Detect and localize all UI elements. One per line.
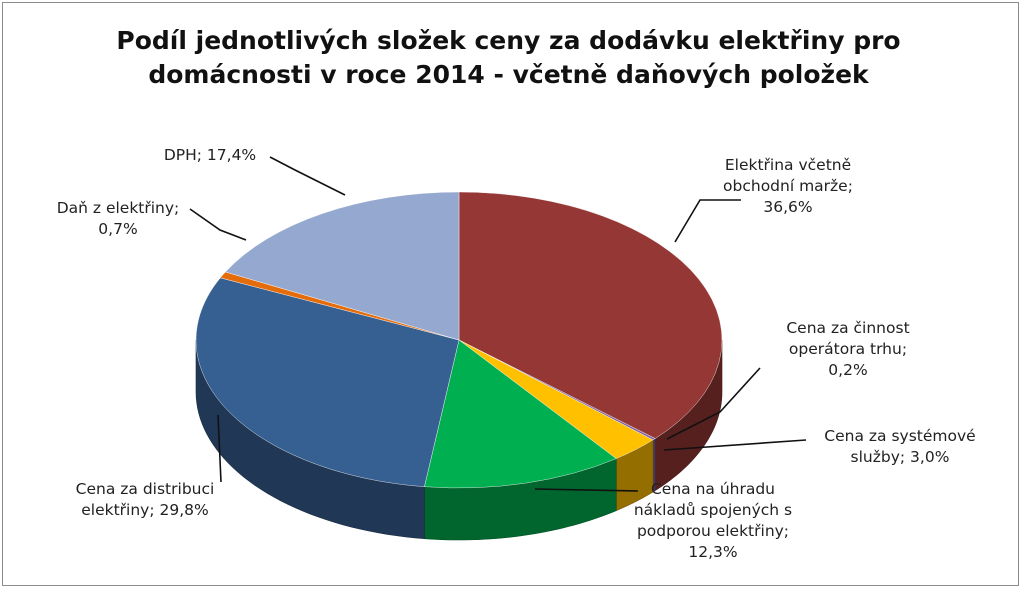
leader-line-3 xyxy=(534,488,639,492)
chart-title-line-2: domácnosti v roce 2014 - včetně daňových… xyxy=(148,60,869,89)
slice-label-1-line-2: 0,2% xyxy=(828,361,867,379)
slice-label-5: Daň z elektřiny; 0,7% xyxy=(57,199,180,238)
slice-label-3-line-3: 12,3% xyxy=(688,543,737,561)
leader-line-5 xyxy=(189,208,247,241)
slice-label-0-line-1: obchodní marže; xyxy=(723,177,853,195)
chart-title: Podíl jednotlivých složek ceny za dodávk… xyxy=(0,24,1017,92)
slice-label-3-line-2: podporou elektřiny; xyxy=(637,522,789,540)
chart-title-line-1: Podíl jednotlivých složek ceny za dodávk… xyxy=(116,26,901,55)
slice-label-4-line-1: elektřiny; 29,8% xyxy=(81,501,209,519)
slice-label-2-line-0: Cena za systémové xyxy=(824,427,975,445)
slice-label-0: Elektřina včetně obchodní marže; 36,6% xyxy=(723,156,853,216)
slice-label-1-line-1: operátora trhu; xyxy=(789,340,907,358)
pie-slice-0 xyxy=(458,191,723,439)
leader-line-4 xyxy=(217,414,222,483)
pie-slices xyxy=(195,191,723,489)
slice-label-4: Cena za distribuci elektřiny; 29,8% xyxy=(76,480,215,519)
pie-slice-4 xyxy=(195,277,460,487)
slice-label-5-line-0: Daň z elektřiny; xyxy=(57,199,180,217)
slice-label-1: Cena za činnost operátora trhu; 0,2% xyxy=(786,319,909,379)
slice-label-3-line-0: Cena na úhradu xyxy=(651,480,775,498)
slice-label-2: Cena za systémové služby; 3,0% xyxy=(824,427,975,466)
pie-labels: Elektřina včetně obchodní marže; 36,6% Cena… xyxy=(57,146,976,561)
pie-slice-3 xyxy=(424,339,617,489)
slice-label-4-line-0: Cena za distribuci xyxy=(76,480,215,498)
slice-label-6-line-0: DPH; 17,4% xyxy=(164,146,256,164)
slice-label-0-line-0: Elektřina včetně xyxy=(725,156,851,174)
leader-line-0 xyxy=(674,199,741,243)
leader-line-2 xyxy=(663,439,807,451)
slice-label-1-line-0: Cena za činnost xyxy=(786,319,909,337)
leader-line-6 xyxy=(269,156,346,196)
slice-label-6: DPH; 17,4% xyxy=(164,146,256,164)
slice-label-5-line-1: 0,7% xyxy=(98,220,137,238)
slice-label-2-line-1: služby; 3,0% xyxy=(851,448,950,466)
slice-label-3-line-1: nákladů spojených s xyxy=(634,501,792,519)
leader-line-1 xyxy=(666,367,761,440)
slice-label-3: Cena na úhradu nákladů spojených s podporo… xyxy=(634,480,792,561)
pie-slice-6 xyxy=(225,191,460,341)
slice-label-0-line-2: 36,6% xyxy=(763,198,812,216)
